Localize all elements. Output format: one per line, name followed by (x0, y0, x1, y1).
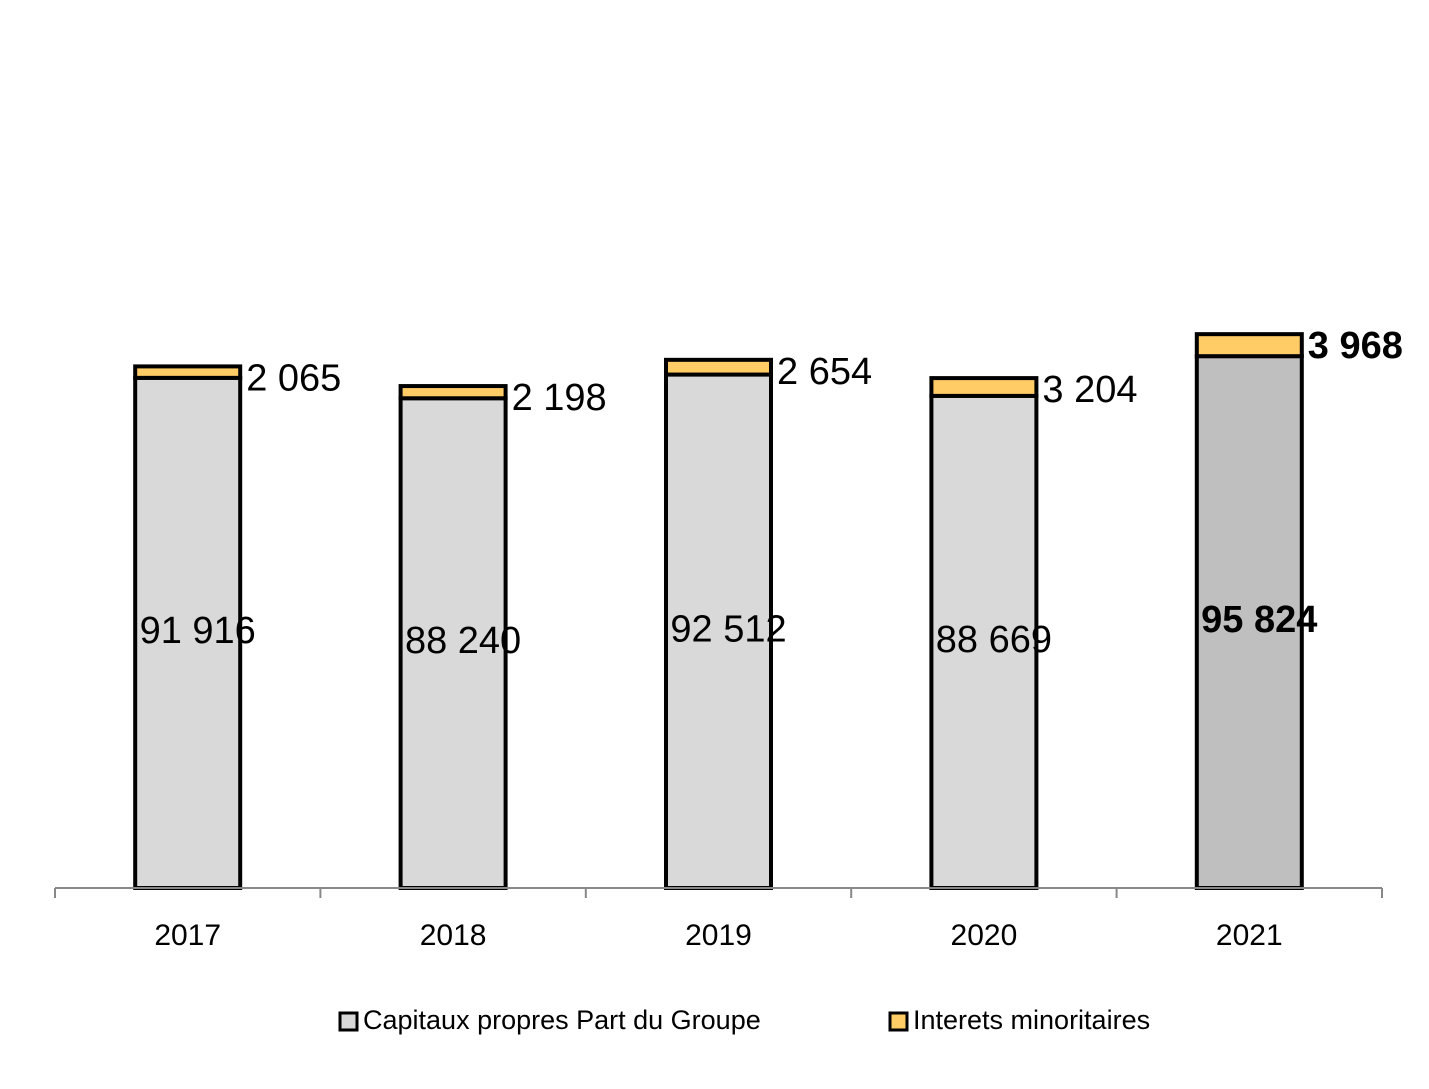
data-label: 3 968 (1308, 325, 1403, 367)
legend-swatch (338, 1011, 359, 1032)
data-label: 92 512 (670, 608, 786, 650)
x-tick-label: 2017 (154, 919, 221, 952)
bar-segment (398, 396, 508, 890)
bar-segment (133, 364, 243, 380)
bar-segment (664, 357, 773, 377)
legend-label: Interets minoritaires (913, 1005, 1150, 1035)
data-label: 3 204 (1042, 369, 1137, 411)
x-tick-label: 2020 (951, 919, 1018, 952)
legend-swatch (888, 1011, 909, 1032)
data-label: 2 198 (512, 377, 607, 419)
bar-segment (133, 375, 243, 890)
bar-segment (929, 393, 1039, 890)
data-label: 91 916 (140, 610, 256, 652)
bar-segment (929, 376, 1039, 398)
data-label: 2 654 (777, 351, 872, 393)
data-label: 2 065 (246, 357, 341, 399)
legend-label: Capitaux propres Part du Groupe (363, 1005, 761, 1035)
data-label: 95 824 (1201, 599, 1317, 641)
bar-segment (1194, 332, 1304, 359)
data-label: 88 240 (405, 620, 521, 662)
data-label: 88 669 (936, 619, 1052, 661)
x-tick-label: 2018 (420, 919, 487, 952)
x-tick-label: 2021 (1216, 919, 1283, 952)
bar-segment (398, 384, 508, 401)
x-tick-label: 2019 (685, 919, 752, 952)
